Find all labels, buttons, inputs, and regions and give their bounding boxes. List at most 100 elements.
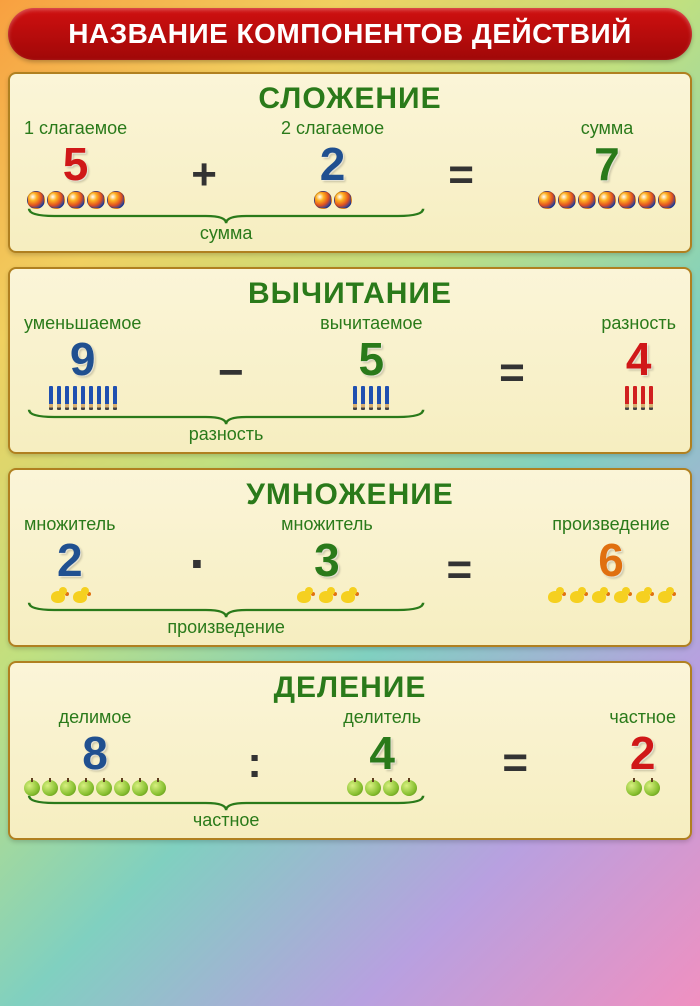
term: 1 слагаемое5 <box>24 118 127 209</box>
pencil-icon-group <box>352 386 390 410</box>
pencil-icon <box>65 386 69 410</box>
pencil-icon <box>105 386 109 410</box>
equals-sign: = <box>499 329 525 395</box>
banner-title: НАЗВАНИЕ КОМПОНЕНТОВ ДЕЙСТВИЙ <box>8 8 692 60</box>
brace: произведение <box>24 601 428 635</box>
ball-icon <box>618 191 636 209</box>
pencil-icon <box>369 386 373 410</box>
pencil-icon <box>89 386 93 410</box>
brace: сумма <box>24 207 428 241</box>
term-label: 1 слагаемое <box>24 118 127 139</box>
operation-title: ДЕЛЕНИЕ <box>24 671 676 705</box>
operation-title: УМНОЖЕНИЕ <box>24 478 676 512</box>
operation-card-division: ДЕЛЕНИЕделимое8:делитель4=частное2частно… <box>8 661 692 840</box>
equation-row: множитель2·множитель3=произведение6 <box>24 514 676 603</box>
brace-label: сумма <box>24 223 428 244</box>
ball-icon <box>658 191 676 209</box>
term-label: разность <box>601 313 676 334</box>
apple-icon <box>626 780 642 796</box>
apple-icon <box>644 780 660 796</box>
duck-icon <box>546 587 566 603</box>
term-number: 2 <box>630 730 656 776</box>
term: произведение6 <box>546 514 676 603</box>
term-label: произведение <box>552 514 670 535</box>
term: делимое8 <box>24 707 166 796</box>
term: частное2 <box>609 707 676 796</box>
ball-icon-group <box>538 191 676 209</box>
ball-icon <box>558 191 576 209</box>
operation-title: СЛОЖЕНИЕ <box>24 82 676 116</box>
operation-title: ВЫЧИТАНИЕ <box>24 277 676 311</box>
term: множитель2 <box>24 514 116 603</box>
ball-icon <box>638 191 656 209</box>
term-label: делимое <box>59 707 132 728</box>
term: 2 слагаемое2 <box>281 118 384 209</box>
equals-sign: = <box>502 719 528 785</box>
pencil-icon <box>633 386 637 410</box>
term-label: множитель <box>281 514 373 535</box>
equals-sign: = <box>448 131 474 197</box>
pencil-icon <box>113 386 117 410</box>
brace: частное <box>24 794 428 828</box>
term-number: 8 <box>82 730 108 776</box>
operation-card-addition: СЛОЖЕНИЕ1 слагаемое5+2 слагаемое2=сумма7… <box>8 72 692 253</box>
brace: разность <box>24 408 428 442</box>
pencil-icon <box>385 386 389 410</box>
operator-sign: : <box>247 719 262 785</box>
operation-card-subtraction: ВЫЧИТАНИЕуменьшаемое9 − вычитаемое5 = разнос… <box>8 267 692 454</box>
term-label: частное <box>609 707 676 728</box>
operator-sign: · <box>189 527 207 591</box>
duck-icon-group <box>546 587 676 603</box>
pencil-icon <box>81 386 85 410</box>
pencil-icon <box>377 386 381 410</box>
pencil-icon <box>625 386 629 410</box>
term-label: вычитаемое <box>320 313 422 334</box>
duck-icon <box>634 587 654 603</box>
equals-sign: = <box>447 526 473 592</box>
pencil-icon <box>649 386 653 410</box>
term: уменьшаемое9 <box>24 313 141 410</box>
apple-icon-group <box>626 780 660 796</box>
term-number: 4 <box>626 336 652 382</box>
pencil-icon-group <box>624 386 654 410</box>
duck-icon <box>656 587 676 603</box>
term: вычитаемое5 <box>320 313 422 410</box>
ball-icon <box>538 191 556 209</box>
term-number: 2 <box>57 537 83 583</box>
brace-label: частное <box>24 810 428 831</box>
term-label: сумма <box>581 118 634 139</box>
duck-icon <box>568 587 588 603</box>
equation-row: 1 слагаемое5 +2 слагаемое2 = сумма7 <box>24 118 676 209</box>
ball-icon <box>598 191 616 209</box>
term-number: 2 <box>320 141 346 187</box>
brace-label: произведение <box>24 617 428 638</box>
pencil-icon-group <box>48 386 118 410</box>
term-number: 6 <box>598 537 624 583</box>
pencil-icon <box>361 386 365 410</box>
equation-row: делимое8: делитель4 = частное2 <box>24 707 676 796</box>
operator-sign: − <box>218 329 244 395</box>
pencil-icon <box>353 386 357 410</box>
pencil-icon <box>641 386 645 410</box>
operator-sign: + <box>191 131 217 197</box>
operation-card-multiplication: УМНОЖЕНИЕмножитель2·множитель3=произведе… <box>8 468 692 647</box>
pencil-icon <box>97 386 101 410</box>
term-number: 9 <box>70 336 96 382</box>
term-label: множитель <box>24 514 116 535</box>
duck-icon <box>590 587 610 603</box>
duck-icon <box>612 587 632 603</box>
pencil-icon <box>57 386 61 410</box>
term-number: 3 <box>314 537 340 583</box>
pencil-icon <box>73 386 77 410</box>
term-number: 5 <box>359 336 385 382</box>
ball-icon <box>578 191 596 209</box>
pencil-icon <box>49 386 53 410</box>
term: сумма7 <box>538 118 676 209</box>
term-label: 2 слагаемое <box>281 118 384 139</box>
term-number: 5 <box>63 141 89 187</box>
term-number: 7 <box>594 141 620 187</box>
term-number: 4 <box>369 730 395 776</box>
brace-label: разность <box>24 424 428 445</box>
term: разность4 <box>601 313 676 410</box>
term-label: делитель <box>343 707 421 728</box>
